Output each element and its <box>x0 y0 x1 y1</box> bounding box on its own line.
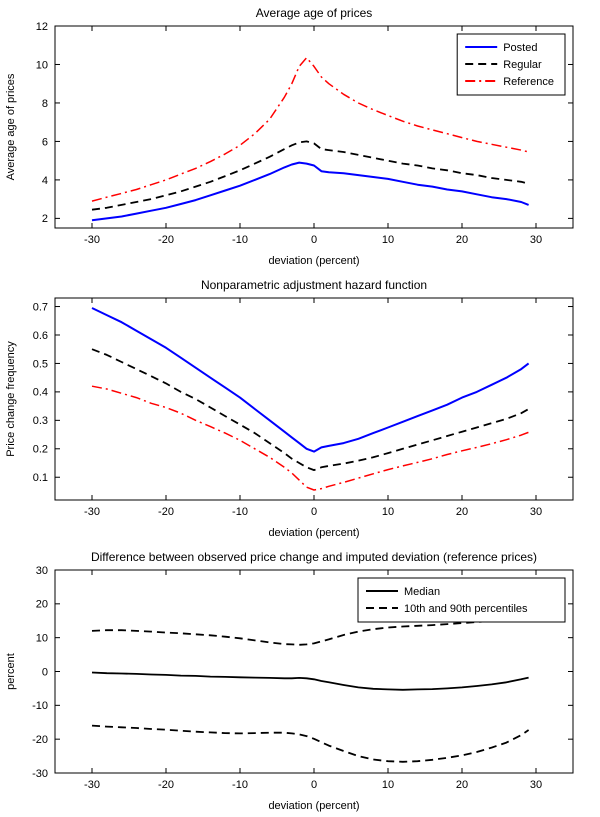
chart-average-age-of-prices: -30 -20 -10 0 10 20 30 2 4 6 8 10 12 Average age of p… <box>0 0 600 272</box>
series-line-reference <box>91 56 529 202</box>
x-tick-label: 10 <box>382 779 394 791</box>
legend-box <box>456 33 566 96</box>
y-tick-label: 0.6 <box>33 330 48 342</box>
legend-label: Median <box>404 586 440 598</box>
x-tick-label: -20 <box>158 506 174 518</box>
legend-label: Posted <box>503 42 537 54</box>
y-tick-label: 0.3 <box>33 415 48 427</box>
y-tick-label: 30 <box>36 565 48 577</box>
y-tick-label: -30 <box>32 768 48 780</box>
x-tick-label: 20 <box>456 234 468 246</box>
series-line-reference <box>91 385 529 491</box>
price-change-difference-plot: -30 -20 -10 0 10 20 30 -30 -20 -10 0 10 20 30 Differen… <box>0 544 600 817</box>
chart-title: Nonparametric adjustment hazard function <box>201 278 427 292</box>
y-tick-label: 20 <box>36 599 48 611</box>
y-tick-label: 12 <box>36 21 48 33</box>
x-tick-label: 30 <box>530 506 542 518</box>
x-tick-label: 0 <box>311 506 317 518</box>
x-tick-label: 10 <box>382 506 394 518</box>
series-line-90th-percentile <box>91 615 529 646</box>
x-tick-label: 0 <box>311 234 317 246</box>
x-tick-label: -30 <box>84 779 100 791</box>
x-tick-label: -30 <box>84 234 100 246</box>
chart-title: Difference between observed price change… <box>91 550 537 564</box>
y-tick-label: 0.7 <box>33 301 48 313</box>
x-axis-label: deviation (percent) <box>268 255 359 267</box>
x-tick-label: 20 <box>456 779 468 791</box>
y-tick-label: 0.5 <box>33 358 48 370</box>
y-tick-label: 0.2 <box>33 444 48 456</box>
hazard-function-plot: -30 -20 -10 0 10 20 30 0.1 0.2 0.3 0.4 0.5 0.6 0.7 Non… <box>0 272 600 544</box>
x-tick-label: 10 <box>382 234 394 246</box>
series-line-posted <box>91 307 530 453</box>
x-tick-label: -10 <box>232 234 248 246</box>
plot-box <box>54 297 574 501</box>
y-axis-label: Average age of prices <box>5 73 17 180</box>
y-tick-label: 10 <box>36 59 48 71</box>
y-tick-label: 10 <box>36 633 48 645</box>
chart-hazard-function: -30 -20 -10 0 10 20 30 0.1 0.2 0.3 0.4 0.5 0.6 0.7 Non… <box>0 272 600 544</box>
series-line-10th-percentile <box>91 724 530 763</box>
y-tick-label: 0.1 <box>33 472 48 484</box>
x-axis-label: deviation (percent) <box>268 527 359 539</box>
x-tick-label: -30 <box>84 506 100 518</box>
x-axis-label: deviation (percent) <box>268 800 359 812</box>
series-line-posted <box>91 161 529 222</box>
legend-label: Reference <box>503 76 554 88</box>
average-age-plot: -30 -20 -10 0 10 20 30 2 4 6 8 10 12 Average age of p… <box>0 0 600 272</box>
y-tick-label: 0 <box>42 666 48 678</box>
y-tick-label: -10 <box>32 700 48 712</box>
y-tick-label: 4 <box>42 175 48 187</box>
x-tick-label: 30 <box>530 779 542 791</box>
x-tick-label: 30 <box>530 234 542 246</box>
x-tick-label: -20 <box>158 779 174 791</box>
legend-label: Regular <box>503 59 542 71</box>
series-line-regular <box>91 348 530 471</box>
x-tick-label: 20 <box>456 506 468 518</box>
y-axis-label: Price change frequency <box>5 341 17 457</box>
y-tick-label: -20 <box>32 734 48 746</box>
y-tick-label: 2 <box>42 213 48 225</box>
legend-label: 10th and 90th percentiles <box>404 603 528 615</box>
x-tick-label: -10 <box>232 779 248 791</box>
legend-box <box>357 577 566 623</box>
y-tick-label: 6 <box>42 136 48 148</box>
y-axis-label: percent <box>5 653 17 690</box>
x-tick-label: 0 <box>311 779 317 791</box>
series-line-median <box>91 671 529 691</box>
series-line-regular <box>91 140 529 211</box>
y-tick-label: 8 <box>42 98 48 110</box>
x-tick-label: -10 <box>232 506 248 518</box>
chart-title: Average age of prices <box>256 6 373 20</box>
y-tick-label: 0.4 <box>33 387 48 399</box>
x-tick-label: -20 <box>158 234 174 246</box>
chart-price-change-difference: -30 -20 -10 0 10 20 30 -30 -20 -10 0 10 20 30 Differen… <box>0 544 600 817</box>
